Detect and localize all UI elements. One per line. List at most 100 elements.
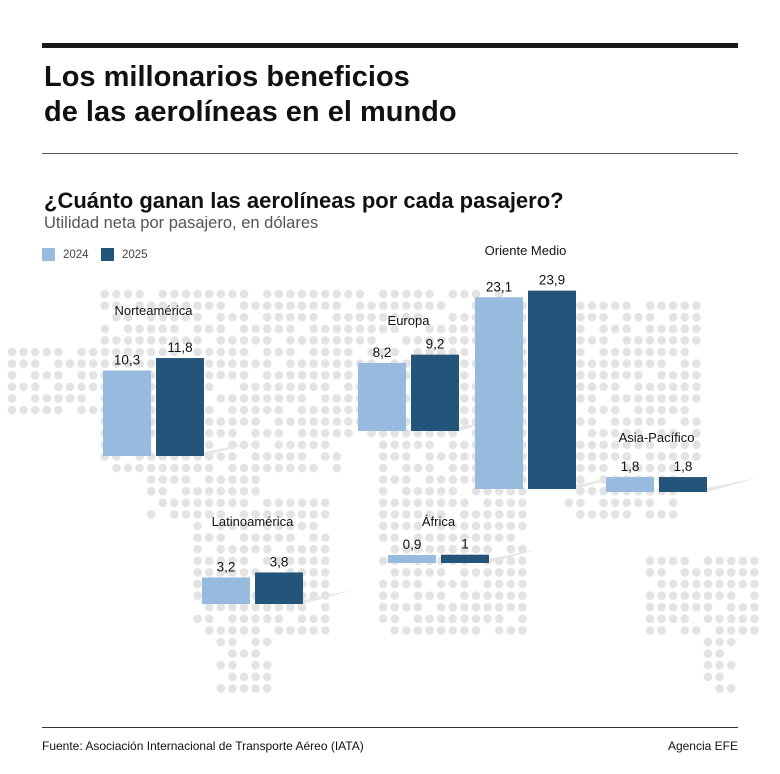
map-dot xyxy=(436,336,446,345)
region-label: África xyxy=(422,514,456,529)
map-dot xyxy=(634,370,643,380)
map-dot xyxy=(297,394,307,403)
bar-shadow xyxy=(303,590,353,604)
map-dot xyxy=(262,428,272,438)
map-dot xyxy=(576,440,585,450)
map-dot xyxy=(193,347,202,357)
map-dot xyxy=(576,475,585,484)
map-dot xyxy=(77,382,86,392)
map-dot xyxy=(703,649,713,658)
map-dot xyxy=(309,556,318,566)
legend-swatch-2024 xyxy=(42,248,55,261)
map-dot xyxy=(610,452,620,461)
map-dot xyxy=(216,510,226,519)
bar-2024 xyxy=(606,477,654,492)
map-dot xyxy=(332,452,342,461)
map-dot xyxy=(239,672,249,682)
map-dot xyxy=(425,463,434,473)
map-dot xyxy=(239,626,249,635)
map-dot xyxy=(158,463,168,473)
map-dot xyxy=(112,359,121,368)
map-dot xyxy=(320,556,330,566)
map-dot xyxy=(204,405,214,415)
map-dot xyxy=(715,614,724,624)
map-dot xyxy=(390,498,400,508)
bar-shadow xyxy=(204,442,254,456)
map-dot xyxy=(251,649,260,658)
map-dot xyxy=(390,301,400,310)
map-dot xyxy=(262,614,272,624)
map-dot xyxy=(576,417,585,426)
map-dot xyxy=(645,626,655,635)
map-dot xyxy=(390,510,400,519)
map-dot xyxy=(657,602,666,612)
map-dot xyxy=(692,382,701,392)
map-dot xyxy=(239,417,249,426)
map-dot xyxy=(262,289,272,299)
map-dot xyxy=(657,463,666,473)
map-dot xyxy=(680,602,690,612)
map-dot xyxy=(228,405,237,415)
map-dot xyxy=(355,289,365,299)
map-dot xyxy=(668,463,678,473)
map-dot xyxy=(239,405,249,415)
map-dot xyxy=(657,614,666,624)
map-dot xyxy=(610,301,620,310)
map-dot xyxy=(228,660,237,670)
map-dot xyxy=(402,602,411,612)
map-dot xyxy=(228,637,237,647)
map-dot xyxy=(610,417,620,426)
map-dot xyxy=(738,614,748,624)
map-dot xyxy=(460,602,469,612)
map-dot xyxy=(204,533,214,542)
map-dot xyxy=(30,347,40,357)
map-dot xyxy=(390,475,400,484)
map-dot xyxy=(622,417,632,426)
map-dot xyxy=(413,486,423,496)
map-dot xyxy=(228,370,237,380)
map-dot xyxy=(251,684,260,693)
map-dot xyxy=(726,568,736,577)
map-dot xyxy=(436,579,446,589)
map-dot xyxy=(680,452,690,461)
map-dot xyxy=(448,533,458,542)
map-dot xyxy=(378,428,388,438)
map-dot xyxy=(30,370,40,380)
map-dot xyxy=(216,486,226,496)
map-dot xyxy=(587,359,597,368)
map-dot xyxy=(460,568,469,577)
map-dot xyxy=(668,510,678,519)
map-dot xyxy=(645,301,655,310)
map-dot xyxy=(715,649,724,658)
map-dot xyxy=(634,405,643,415)
credit: Agencia EFE xyxy=(667,739,738,753)
map-dot xyxy=(610,347,620,357)
map-dot xyxy=(378,312,388,322)
map-dot xyxy=(657,568,666,577)
map-dot xyxy=(286,301,295,310)
map-dot xyxy=(274,602,284,612)
map-dot xyxy=(146,336,156,345)
map-dot xyxy=(158,347,168,357)
map-dot xyxy=(42,405,52,415)
map-dot xyxy=(483,521,492,531)
map-dot xyxy=(448,544,458,554)
map-dot xyxy=(146,486,156,496)
map-dot xyxy=(668,498,678,508)
map-dot xyxy=(750,626,759,635)
map-dot xyxy=(204,486,214,496)
map-dot xyxy=(471,591,481,600)
map-dot xyxy=(390,289,400,299)
map-dot xyxy=(634,428,643,438)
map-dot xyxy=(135,289,144,299)
map-dot xyxy=(193,510,202,519)
map-dot xyxy=(344,359,353,368)
map-dot xyxy=(65,394,75,403)
map-dot xyxy=(436,626,446,635)
map-dot xyxy=(228,672,237,682)
map-dot xyxy=(692,602,701,612)
map-dot xyxy=(135,359,144,368)
map-dot xyxy=(506,602,516,612)
map-dot xyxy=(320,301,330,310)
map-dot xyxy=(309,440,318,450)
